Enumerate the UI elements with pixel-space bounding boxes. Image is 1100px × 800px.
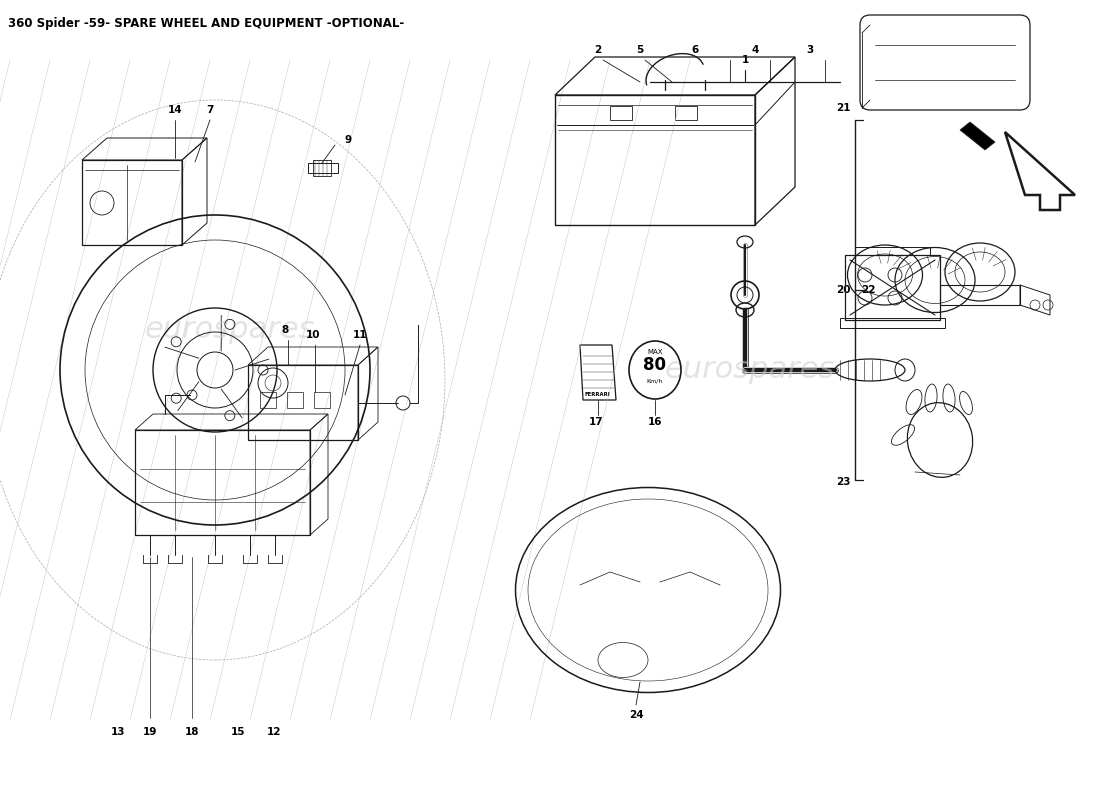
Text: 22: 22 <box>860 285 876 295</box>
Bar <box>940 285 1020 305</box>
Bar <box>556 95 755 225</box>
Bar <box>314 160 331 176</box>
Text: 21: 21 <box>836 103 850 113</box>
Bar <box>82 160 182 245</box>
Text: Km/h: Km/h <box>647 378 663 383</box>
Bar <box>855 247 930 255</box>
Text: 12: 12 <box>266 727 282 737</box>
Bar <box>840 318 945 328</box>
Bar <box>287 392 303 408</box>
Bar <box>675 106 697 120</box>
Polygon shape <box>960 122 996 150</box>
Text: 19: 19 <box>143 727 157 737</box>
Bar <box>314 392 330 408</box>
Text: FERRARI: FERRARI <box>584 393 609 398</box>
Text: 5: 5 <box>637 45 644 55</box>
Text: 24: 24 <box>629 710 644 720</box>
Text: 3: 3 <box>806 45 814 55</box>
Text: MAX: MAX <box>647 349 662 355</box>
Text: 23: 23 <box>836 477 850 487</box>
Text: 9: 9 <box>344 135 352 145</box>
Text: 10: 10 <box>306 330 320 340</box>
Bar <box>845 255 940 320</box>
Text: 14: 14 <box>167 105 183 115</box>
Bar <box>308 163 338 173</box>
Text: 4: 4 <box>751 45 759 55</box>
Bar <box>260 392 276 408</box>
Text: 16: 16 <box>648 417 662 427</box>
Text: 1: 1 <box>741 55 749 65</box>
Text: 15: 15 <box>231 727 245 737</box>
Text: 2: 2 <box>594 45 602 55</box>
Text: 13: 13 <box>111 727 125 737</box>
Text: 20: 20 <box>836 285 850 295</box>
Text: eurospares: eurospares <box>664 355 835 385</box>
Text: 11: 11 <box>353 330 367 340</box>
Bar <box>248 365 358 440</box>
Text: eurospares: eurospares <box>145 315 316 345</box>
Text: 360 Spider -59- SPARE WHEEL AND EQUIPMENT -OPTIONAL-: 360 Spider -59- SPARE WHEEL AND EQUIPMEN… <box>8 17 405 30</box>
Text: 18: 18 <box>185 727 199 737</box>
Text: 80: 80 <box>644 356 667 374</box>
Bar <box>135 430 310 535</box>
Text: 17: 17 <box>588 417 603 427</box>
Text: 8: 8 <box>282 325 288 335</box>
Text: 6: 6 <box>692 45 698 55</box>
Bar <box>610 106 632 120</box>
Text: 7: 7 <box>207 105 213 115</box>
